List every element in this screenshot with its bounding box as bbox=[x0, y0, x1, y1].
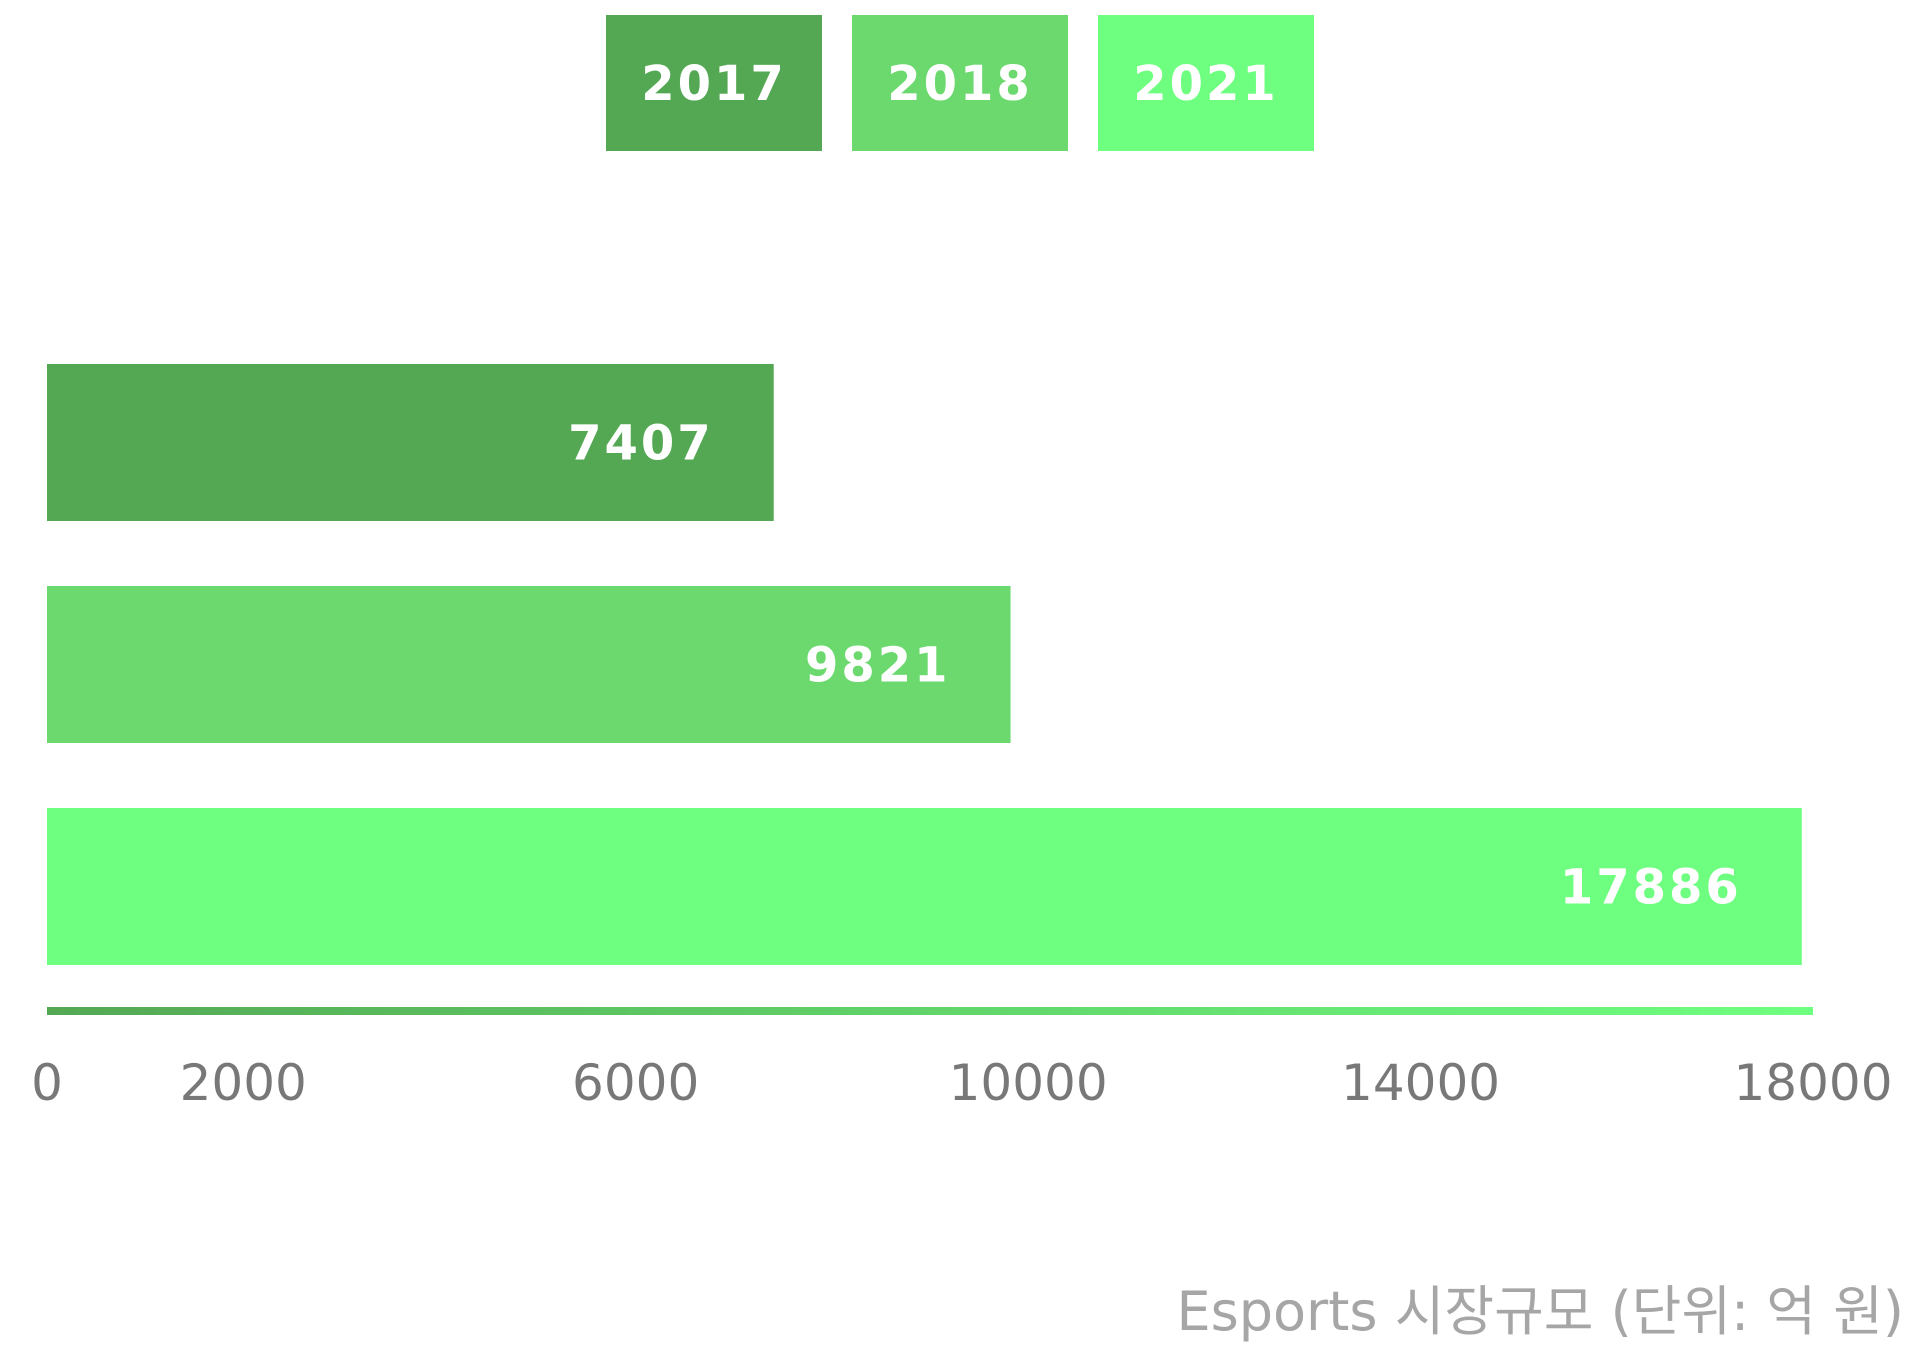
x-tick-label-18000: 18000 bbox=[1733, 1054, 1892, 1112]
x-tick-label-10000: 10000 bbox=[949, 1054, 1108, 1112]
x-tick-label-6000: 6000 bbox=[572, 1054, 699, 1112]
x-axis-line bbox=[47, 1007, 1813, 1015]
legend: 2017 2018 2021 bbox=[606, 15, 1314, 151]
x-tick-label-2000: 2000 bbox=[180, 1054, 307, 1112]
bar-2021 bbox=[47, 808, 1802, 965]
bar-value-label-2017: 7407 bbox=[568, 416, 714, 472]
x-tick-label-0: 0 bbox=[31, 1054, 63, 1112]
bar-value-label-2021: 17886 bbox=[1560, 860, 1742, 916]
legend-swatch-2017 bbox=[606, 15, 822, 151]
legend-swatch-2018 bbox=[852, 15, 1068, 151]
bar-value-label-2018: 9821 bbox=[805, 638, 951, 694]
legend-label-2017: 2017 bbox=[641, 56, 787, 112]
legend-label-2021: 2021 bbox=[1133, 56, 1279, 112]
bar-2018 bbox=[47, 586, 1011, 743]
x-tick-label-14000: 14000 bbox=[1341, 1054, 1500, 1112]
chart-caption: Esports 시장규모 (단위: 억 원) bbox=[1176, 1280, 1904, 1343]
bar-2017 bbox=[47, 364, 774, 521]
legend-swatch-2021 bbox=[1098, 15, 1314, 151]
x-axis: 0 2000 6000 10000 14000 18000 bbox=[31, 1007, 1893, 1112]
bars: 7407 9821 17886 bbox=[47, 364, 1802, 965]
legend-label-2018: 2018 bbox=[887, 56, 1033, 112]
